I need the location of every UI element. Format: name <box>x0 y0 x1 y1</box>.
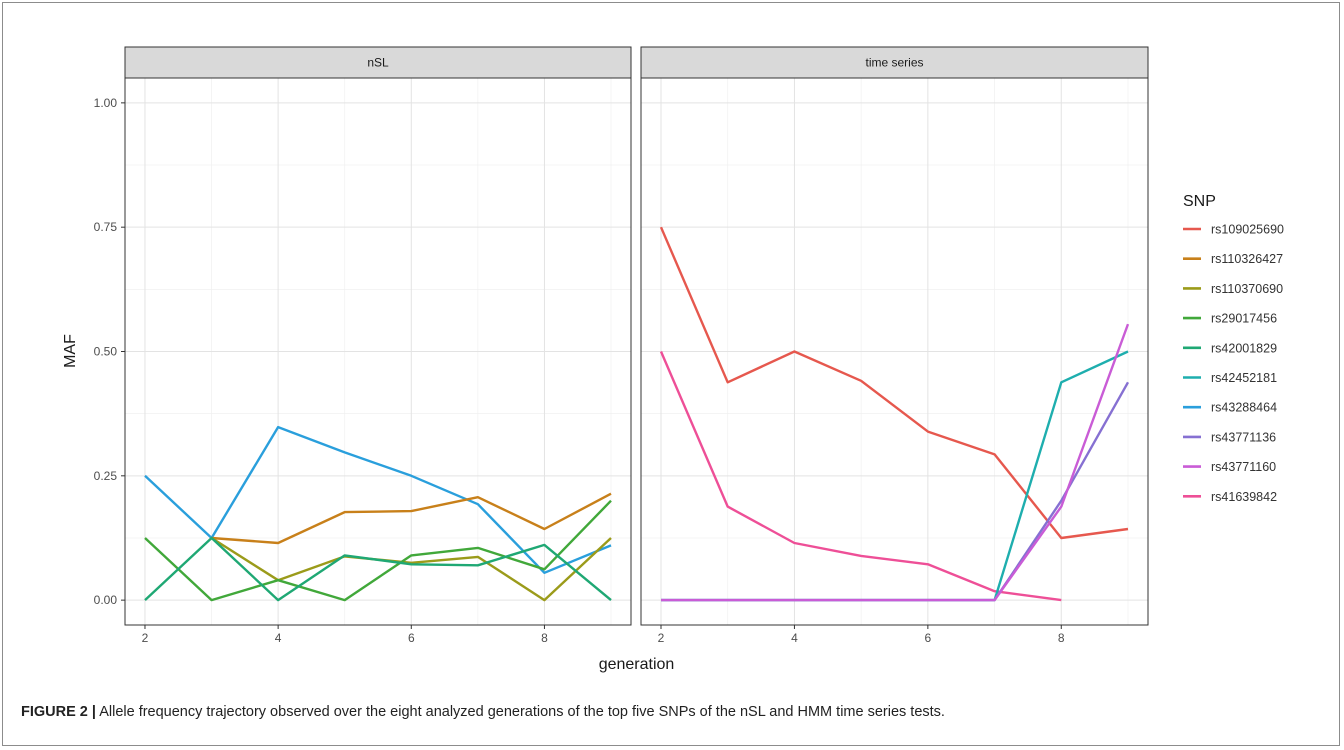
legend-label-rs42001829: rs42001829 <box>1211 341 1277 355</box>
x-tick-label: 6 <box>408 631 415 645</box>
x-tick-label: 8 <box>541 631 548 645</box>
legend-label-rs29017456: rs29017456 <box>1211 312 1277 326</box>
legend-title: SNP <box>1183 193 1216 210</box>
x-tick-label: 6 <box>925 631 932 645</box>
legend-label-rs110370690: rs110370690 <box>1211 282 1283 296</box>
x-tick-label: 8 <box>1058 631 1065 645</box>
panel-border-2 <box>640 77 1149 626</box>
legend-label-rs42452181: rs42452181 <box>1211 371 1277 385</box>
series-line-rs43288464 <box>144 425 612 574</box>
legend-label-rs110326427: rs110326427 <box>1211 252 1283 266</box>
series-line-rs43771136 <box>661 381 1130 602</box>
legend-label-rs43771160: rs43771160 <box>1211 460 1276 474</box>
y-tick-label: 0.50 <box>94 345 118 359</box>
figure-caption-text: Allele frequency trajectory observed ove… <box>99 704 945 720</box>
panel-title-1: nSL <box>367 56 389 70</box>
y-axis-title: MAF <box>62 334 79 368</box>
chart-svg: nSL 2 4 6 8 0.00 0.25 0.50 0.75 1.00 time series 2 4… <box>62 46 1284 673</box>
legend-label-rs109025690: rs109025690 <box>1211 223 1284 237</box>
figure-label: FIGURE 2 | <box>21 704 96 720</box>
x-tick-label: 2 <box>142 631 149 645</box>
figure-caption: FIGURE 2 | Allele frequency trajectory o… <box>21 704 945 720</box>
series-line-rs109025690 <box>659 226 1129 540</box>
x-axis-title: generation <box>599 656 675 673</box>
legend-label-rs41639842: rs41639842 <box>1211 490 1277 504</box>
panel-title-2: time series <box>865 56 923 70</box>
panel-strip-1 <box>124 46 632 79</box>
y-tick-label: 0.00 <box>94 593 118 607</box>
x-tick-label: 4 <box>275 631 282 645</box>
series-line-rs41639842 <box>659 351 1062 602</box>
series-line-rs110326427 <box>211 492 612 545</box>
series-line-rs42001829 <box>144 536 612 602</box>
legend-label-rs43288464: rs43288464 <box>1211 401 1277 415</box>
series-line-rs43771160 <box>661 323 1130 602</box>
y-tick-label: 1.00 <box>94 96 118 110</box>
y-tick-label: 0.75 <box>94 220 118 234</box>
series-line-rs29017456 <box>144 499 612 602</box>
x-tick-label: 4 <box>791 631 798 645</box>
x-tick-label: 2 <box>658 631 665 645</box>
y-tick-label: 0.25 <box>94 469 118 483</box>
legend-label-rs43771136: rs43771136 <box>1211 430 1276 444</box>
